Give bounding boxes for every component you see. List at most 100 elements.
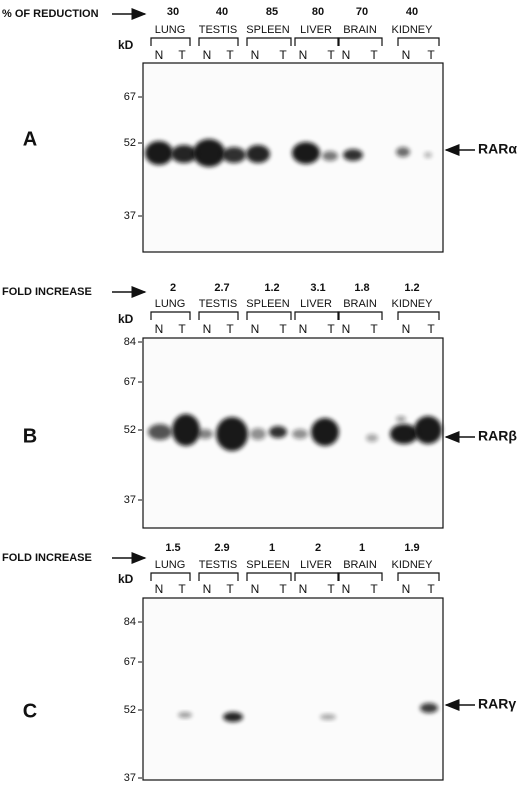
tissue-value: 40 <box>406 6 418 18</box>
marker-label: 37 <box>124 494 136 506</box>
lane-label: T <box>226 48 234 62</box>
band <box>222 147 246 163</box>
tissue-value: 1 <box>359 542 365 554</box>
tissue-value: 3.1 <box>310 282 325 294</box>
lane-label: N <box>402 48 411 62</box>
lane-label: N <box>402 322 411 336</box>
lane-label: N <box>299 48 308 62</box>
band <box>424 152 432 158</box>
tissue-bracket <box>337 311 383 320</box>
band <box>171 145 197 163</box>
lane-label: N <box>299 322 308 336</box>
protein-label: RARα <box>478 141 517 157</box>
tissue-value: 1.5 <box>165 542 180 554</box>
lane-label: N <box>251 48 260 62</box>
tissue-label: SPLEEN <box>246 24 289 36</box>
panel-letter: B <box>23 425 37 447</box>
lane-label: T <box>370 322 378 336</box>
panel-letter: A <box>23 128 37 150</box>
tissue-bracket <box>198 572 239 581</box>
marker-label: 84 <box>124 336 136 348</box>
tissue-value: 1.2 <box>404 282 419 294</box>
lane-label: T <box>226 322 234 336</box>
tissue-value: 2 <box>170 282 176 294</box>
lane-label: N <box>203 322 212 336</box>
tissue-bracket <box>246 37 292 46</box>
tissue-bracket <box>397 311 440 320</box>
tissue-label: TESTIS <box>199 24 238 36</box>
marker-label: 37 <box>124 772 136 784</box>
tissue-label: KIDNEY <box>392 24 434 36</box>
tissue-label: LIVER <box>300 559 332 571</box>
marker-label: 52 <box>124 704 136 716</box>
band <box>322 151 338 161</box>
unit-label: kD <box>118 38 134 52</box>
band <box>216 417 248 451</box>
lane-label: T <box>370 582 378 596</box>
band <box>320 714 336 720</box>
lane-label: N <box>299 582 308 596</box>
band <box>172 414 200 446</box>
lane-label: T <box>427 322 435 336</box>
blot <box>142 597 444 781</box>
tissue-label: KIDNEY <box>392 559 434 571</box>
lane-label: T <box>178 582 186 596</box>
lane-label: T <box>327 322 335 336</box>
lane-label: T <box>226 582 234 596</box>
tissue-value: 2 <box>315 542 321 554</box>
tissue-label: TESTIS <box>199 298 238 310</box>
tissue-bracket <box>150 311 191 320</box>
tissue-label: SPLEEN <box>246 298 289 310</box>
tissue-value: 1.8 <box>354 282 369 294</box>
tissue-label: SPLEEN <box>246 559 289 571</box>
lane-label: N <box>402 582 411 596</box>
marker-label: 52 <box>124 424 136 436</box>
marker-label: 52 <box>124 137 136 149</box>
header-label: % OF REDUCTION <box>2 8 99 20</box>
protein-label: RARβ <box>478 428 517 444</box>
tissue-value: 1.9 <box>404 542 419 554</box>
band <box>148 424 172 440</box>
tissue-value: 85 <box>266 6 278 18</box>
lane-label: N <box>155 322 164 336</box>
tissue-bracket <box>337 572 383 581</box>
lane-label: N <box>342 582 351 596</box>
tissue-label: LIVER <box>300 24 332 36</box>
lane-label: T <box>427 582 435 596</box>
band <box>250 428 266 440</box>
lane-label: N <box>203 48 212 62</box>
lane-label: N <box>155 48 164 62</box>
band <box>193 139 225 167</box>
lane-label: T <box>427 48 435 62</box>
tissue-label: BRAIN <box>343 24 377 36</box>
marker-label: 67 <box>124 376 136 388</box>
tissue-bracket <box>294 572 340 581</box>
header-label: FOLD INCREASE <box>2 552 92 564</box>
band <box>420 703 438 713</box>
tissue-value: 2.7 <box>214 282 229 294</box>
band <box>246 145 270 163</box>
band <box>269 426 287 438</box>
band <box>414 416 442 444</box>
lane-label: N <box>342 48 351 62</box>
lane-label: T <box>178 48 186 62</box>
tissue-value: 40 <box>216 6 228 18</box>
band <box>145 141 173 165</box>
tissue-label: LUNG <box>155 559 186 571</box>
lane-label: T <box>279 322 287 336</box>
band <box>178 712 192 718</box>
tissue-bracket <box>150 572 191 581</box>
lane-label: N <box>251 582 260 596</box>
tissue-label: BRAIN <box>343 298 377 310</box>
tissue-bracket <box>246 311 292 320</box>
band <box>292 142 320 164</box>
band <box>396 416 406 422</box>
marker-label: 37 <box>124 210 136 222</box>
band <box>223 712 243 722</box>
tissue-bracket <box>198 311 239 320</box>
tissue-label: LIVER <box>300 298 332 310</box>
tissue-bracket <box>337 37 383 46</box>
panel-letter: C <box>23 700 37 722</box>
band <box>366 434 378 442</box>
